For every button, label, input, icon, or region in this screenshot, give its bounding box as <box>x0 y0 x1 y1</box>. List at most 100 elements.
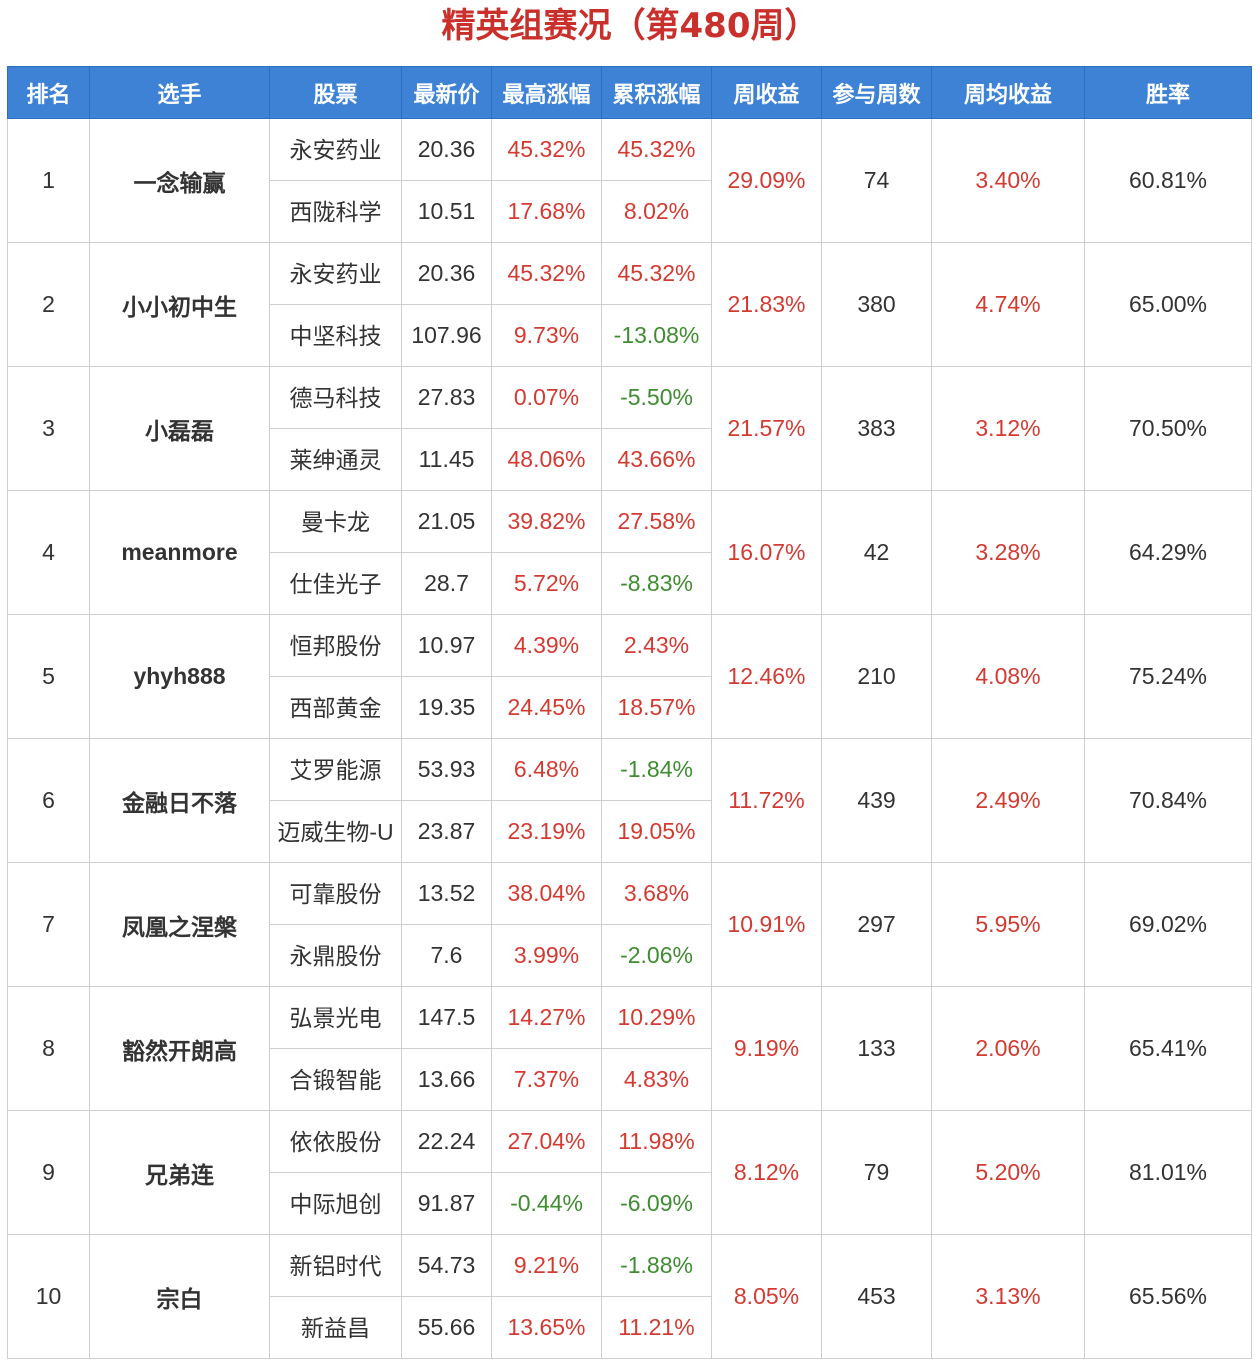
stock-name[interactable]: 中坚科技 <box>269 304 402 367</box>
table-row: 西部黄金 19.35 24.45% 18.57% <box>8 676 1252 739</box>
player-name[interactable]: 一念输赢 <box>89 118 270 243</box>
player-name[interactable]: 小磊磊 <box>89 366 270 491</box>
stock-name[interactable]: 合锻智能 <box>269 1048 402 1111</box>
stock-name[interactable]: 仕佳光子 <box>269 552 402 615</box>
stock-name[interactable]: 迈威生物-U <box>269 800 402 863</box>
cum-gain: -1.84% <box>601 738 712 801</box>
avg-return: 3.12% <box>931 366 1085 491</box>
player-name[interactable]: 金融日不落 <box>89 738 270 863</box>
max-gain: -0.44% <box>491 1172 602 1235</box>
cum-gain: 8.02% <box>601 180 712 243</box>
max-gain: 0.07% <box>491 366 602 429</box>
max-gain: 48.06% <box>491 428 602 491</box>
max-gain: 39.82% <box>491 490 602 553</box>
max-gain: 14.27% <box>491 986 602 1049</box>
win-rate: 70.50% <box>1084 366 1252 491</box>
header-avg-return[interactable]: 周均收益 <box>931 66 1085 119</box>
weeks-count: 74 <box>821 118 932 243</box>
stock-name[interactable]: 艾罗能源 <box>269 738 402 801</box>
header-stock[interactable]: 股票 <box>269 66 402 119</box>
stock-name[interactable]: 永鼎股份 <box>269 924 402 987</box>
stock-name[interactable]: 中际旭创 <box>269 1172 402 1235</box>
max-gain: 13.65% <box>491 1296 602 1359</box>
table-row: 7 凤凰之涅槃 可靠股份 13.52 38.04% 3.68% 10.91% 297 5.95%… <box>7 862 1252 987</box>
weeks-count: 453 <box>821 1234 932 1359</box>
header-win-rate[interactable]: 胜率 <box>1084 66 1252 119</box>
table-row: 10 宗白 新铝时代 54.73 9.21% -1.88% 8.05% 453 3.13% 65.… <box>7 1234 1252 1359</box>
avg-return: 4.74% <box>931 242 1085 367</box>
stock-name[interactable]: 德马科技 <box>269 366 402 429</box>
stock-name[interactable]: 依依股份 <box>269 1110 402 1173</box>
week-return: 11.72% <box>711 738 822 863</box>
table-row: 莱绅通灵 11.45 48.06% 43.66% <box>8 428 1252 491</box>
header-weeks[interactable]: 参与周数 <box>821 66 932 119</box>
table-row: 9 兄弟连 依依股份 22.24 27.04% 11.98% 8.12% 79 5.20% 81.… <box>7 1110 1252 1235</box>
max-gain: 27.04% <box>491 1110 602 1173</box>
cum-gain: 27.58% <box>601 490 712 553</box>
table-row: 中坚科技 107.96 9.73% -13.08% <box>8 304 1252 367</box>
rank-cell: 5 <box>7 614 90 739</box>
header-player[interactable]: 选手 <box>89 66 270 119</box>
player-name[interactable]: 兄弟连 <box>89 1110 270 1235</box>
avg-return: 2.49% <box>931 738 1085 863</box>
header-rank[interactable]: 排名 <box>7 66 90 119</box>
stock-name[interactable]: 永安药业 <box>269 242 402 305</box>
latest-price: 19.35 <box>401 676 492 739</box>
rank-cell: 4 <box>7 490 90 615</box>
avg-return: 3.28% <box>931 490 1085 615</box>
header-cum-gain[interactable]: 累积涨幅 <box>601 66 712 119</box>
header-price[interactable]: 最新价 <box>401 66 492 119</box>
max-gain: 17.68% <box>491 180 602 243</box>
cum-gain: -8.83% <box>601 552 712 615</box>
stock-name[interactable]: 弘景光电 <box>269 986 402 1049</box>
table-row: 新益昌 55.66 13.65% 11.21% <box>8 1296 1252 1359</box>
max-gain: 9.73% <box>491 304 602 367</box>
player-name[interactable]: 凤凰之涅槃 <box>89 862 270 987</box>
week-return: 29.09% <box>711 118 822 243</box>
latest-price: 28.7 <box>401 552 492 615</box>
stock-name[interactable]: 恒邦股份 <box>269 614 402 677</box>
avg-return: 4.08% <box>931 614 1085 739</box>
stock-name[interactable]: 永安药业 <box>269 118 402 181</box>
latest-price: 23.87 <box>401 800 492 863</box>
rank-cell: 6 <box>7 738 90 863</box>
latest-price: 10.97 <box>401 614 492 677</box>
week-return: 8.05% <box>711 1234 822 1359</box>
table-row: 4 meanmore 曼卡龙 21.05 39.82% 27.58% 16.07% 42 3.2… <box>7 490 1252 615</box>
win-rate: 69.02% <box>1084 862 1252 987</box>
latest-price: 22.24 <box>401 1110 492 1173</box>
player-name[interactable]: 小小初中生 <box>89 242 270 367</box>
header-week-return[interactable]: 周收益 <box>711 66 822 119</box>
player-name[interactable]: yhyh888 <box>89 614 270 739</box>
win-rate: 64.29% <box>1084 490 1252 615</box>
max-gain: 3.99% <box>491 924 602 987</box>
latest-price: 11.45 <box>401 428 492 491</box>
week-return: 9.19% <box>711 986 822 1111</box>
leaderboard-table: 排名 选手 股票 最新价 最高涨幅 累积涨幅 周收益 参与周数 周均收益 胜率 … <box>7 66 1252 1359</box>
table-row: 仕佳光子 28.7 5.72% -8.83% <box>8 552 1252 615</box>
latest-price: 55.66 <box>401 1296 492 1359</box>
cum-gain: 10.29% <box>601 986 712 1049</box>
weeks-count: 380 <box>821 242 932 367</box>
latest-price: 53.93 <box>401 738 492 801</box>
player-name[interactable]: 豁然开朗高 <box>89 986 270 1111</box>
cum-gain: 3.68% <box>601 862 712 925</box>
weeks-count: 210 <box>821 614 932 739</box>
stock-name[interactable]: 西部黄金 <box>269 676 402 739</box>
stock-name[interactable]: 可靠股份 <box>269 862 402 925</box>
latest-price: 107.96 <box>401 304 492 367</box>
win-rate: 65.41% <box>1084 986 1252 1111</box>
stock-name[interactable]: 曼卡龙 <box>269 490 402 553</box>
stock-name[interactable]: 西陇科学 <box>269 180 402 243</box>
weeks-count: 297 <box>821 862 932 987</box>
table-body: 1 一念输赢 永安药业 20.36 45.32% 45.32% 29.09% 74 3.40% 6… <box>7 118 1252 1359</box>
stock-name[interactable]: 新益昌 <box>269 1296 402 1359</box>
stock-name[interactable]: 新铝时代 <box>269 1234 402 1297</box>
latest-price: 10.51 <box>401 180 492 243</box>
player-name[interactable]: meanmore <box>89 490 270 615</box>
stock-name[interactable]: 莱绅通灵 <box>269 428 402 491</box>
player-name[interactable]: 宗白 <box>89 1234 270 1359</box>
cum-gain: 11.98% <box>601 1110 712 1173</box>
cum-gain: 43.66% <box>601 428 712 491</box>
header-max-gain[interactable]: 最高涨幅 <box>491 66 602 119</box>
